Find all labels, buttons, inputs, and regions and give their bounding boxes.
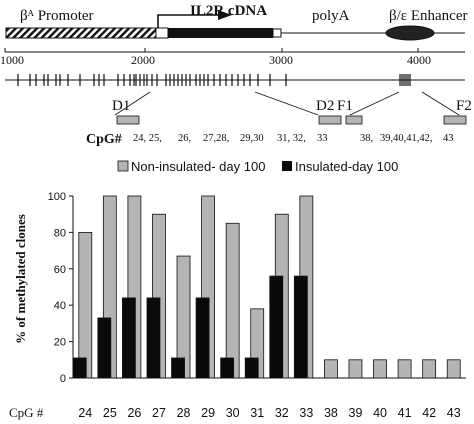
x-tick-label-27: 27	[152, 406, 166, 420]
cpg-group-26: 26,	[178, 133, 191, 144]
legend-label-insulated: Insulated-day 100	[295, 159, 398, 174]
y-tick-label: 60	[54, 264, 66, 276]
chart-legend: Non-insulated- day 100 Insulated-day 100	[117, 159, 398, 174]
scale-label-2000: 2000	[131, 53, 155, 67]
cpg-group-27-28: 27,28,	[203, 133, 229, 144]
bar-insulated-30	[220, 357, 235, 379]
zoom-lines	[114, 91, 460, 116]
cdna-label: IL2R cDNA	[190, 3, 267, 19]
cpg-ticks	[17, 74, 411, 86]
x-tick-label-41: 41	[398, 406, 412, 420]
bar-non-insulated-40	[373, 359, 387, 379]
bars	[72, 195, 461, 379]
bar-insulated-31	[244, 357, 259, 379]
x-tick-label-39: 39	[349, 406, 363, 420]
polya-label: polyA	[312, 8, 350, 24]
bar-insulated-26	[122, 297, 136, 379]
cpg-group-29-30: 29,30	[240, 133, 264, 144]
x-tick-label-38: 38	[324, 406, 338, 420]
cdna-block	[168, 28, 273, 38]
cpg-group-24-25: 24, 25,	[133, 133, 162, 144]
x-tick-label-32: 32	[275, 406, 289, 420]
cpg-group-43: 43	[443, 133, 454, 144]
bar-non-insulated-42	[422, 359, 437, 379]
cpg-group-31-32: 31, 32,	[277, 133, 306, 144]
y-tick-label: 100	[48, 191, 66, 203]
bar-non-insulated-30	[225, 222, 240, 379]
region-d1-label: D1	[112, 98, 130, 114]
bar-insulated-33	[293, 275, 308, 379]
arrowhead-icon	[218, 10, 232, 20]
region-f1-box	[345, 115, 363, 125]
bar-insulated-27	[146, 297, 161, 379]
bar-insulated-32	[269, 275, 284, 379]
region-d2-box	[318, 115, 342, 125]
x-axis-label: CpG #	[9, 405, 44, 420]
cpg-group-33: 33	[317, 133, 328, 144]
scale-label-4000: 4000	[407, 53, 431, 67]
x-tick-label-42: 42	[422, 406, 436, 420]
bar-insulated-28	[171, 357, 185, 379]
region-d1-box	[116, 115, 140, 125]
legend-swatch-insulated	[282, 161, 292, 171]
cpg-group-38: 38,	[360, 133, 373, 144]
bar-insulated-24	[72, 357, 87, 379]
y-tick-label: 0	[60, 373, 66, 385]
x-tick-label-29: 29	[201, 406, 215, 420]
cpg-number-label: CpG#	[86, 132, 122, 147]
exon-block	[155, 27, 169, 39]
promoter-label: βᴬ Promoter	[20, 8, 94, 24]
y-tick-label: 40	[54, 300, 66, 312]
x-tick-label-26: 26	[127, 406, 141, 420]
legend-label-non-insulated: Non-insulated- day 100	[131, 159, 265, 174]
y-tick-label: 20	[54, 337, 66, 349]
bar-insulated-25	[97, 317, 112, 379]
construct-diagram: βᴬ Promoter IL2R cDNA polyA β/ε Enhancer…	[0, 3, 472, 147]
x-tick-label-24: 24	[78, 406, 92, 420]
x-tick-label-31: 31	[250, 406, 264, 420]
y-tick-label: 80	[54, 227, 66, 239]
promoter-block	[5, 27, 157, 39]
cpg-group-39-42: 39,40,41,42,	[380, 133, 433, 144]
scale-label-1000: 1000	[0, 53, 24, 67]
x-tick-label-28: 28	[177, 406, 191, 420]
region-d2-label: D2	[316, 98, 334, 114]
scale-bar: 1000 2000 3000 4000	[0, 48, 465, 67]
region-f1-label: F1	[337, 98, 353, 114]
region-f2-box	[443, 115, 467, 125]
x-tick-label-43: 43	[447, 406, 461, 420]
bar-non-insulated-41	[397, 359, 412, 379]
bar-non-insulated-43	[446, 359, 461, 379]
x-tick-labels: 24 25 26 27 28 29 30 31 32 33 38 39 40 41 42 43	[78, 406, 460, 420]
enhancer-label: β/ε Enhancer	[389, 8, 467, 24]
y-axis-label: % of methylated clones	[13, 214, 28, 344]
legend-swatch-non-insulated	[117, 160, 129, 172]
bar-chart: % of methylated clones 0 20 40 60 80 100 24 25…	[9, 191, 466, 420]
bar-non-insulated-39	[348, 359, 363, 379]
x-tick-label-40: 40	[373, 406, 387, 420]
bar-non-insulated-24	[78, 231, 93, 379]
region-f2-label: F2	[456, 98, 472, 114]
bar-non-insulated-38	[324, 359, 338, 379]
cpg-numbers: 24, 25, 26, 27,28, 29,30 31, 32, 33 38, …	[133, 133, 454, 144]
bar-insulated-29	[195, 297, 210, 379]
transcription-start-arrow	[157, 14, 218, 32]
x-tick-label-25: 25	[103, 406, 117, 420]
enhancer-ellipse	[385, 25, 435, 41]
x-tick-label-30: 30	[226, 406, 240, 420]
scale-label-3000: 3000	[269, 53, 293, 67]
x-tick-label-33: 33	[299, 406, 313, 420]
polya-block	[272, 28, 282, 38]
